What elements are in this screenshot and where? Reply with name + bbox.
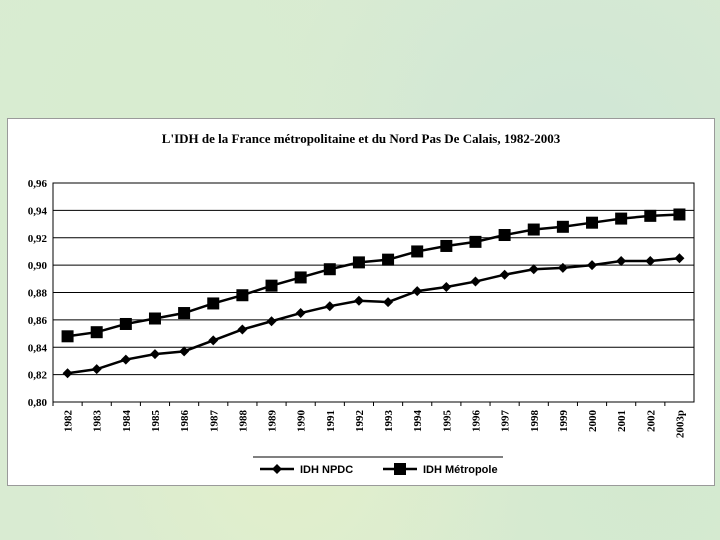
data-point [556, 220, 569, 233]
data-point [411, 245, 424, 258]
data-point [207, 297, 220, 310]
x-tick-label: 1997 [500, 410, 512, 433]
data-point [236, 289, 249, 302]
data-point [61, 330, 74, 343]
legend-marker [272, 464, 282, 474]
data-point [616, 256, 627, 267]
legend-marker [394, 463, 406, 475]
x-tick-label: 1998 [529, 410, 541, 433]
data-point [352, 256, 365, 269]
data-point [498, 229, 511, 242]
data-point [178, 307, 191, 320]
x-axis-ticks: 1982 1983 1984 1985 1986 1987 1988 1989 1990 1991… [52, 402, 686, 438]
data-point [90, 326, 103, 339]
data-point [62, 368, 73, 379]
data-point [148, 312, 161, 325]
data-point [237, 324, 248, 335]
y-axis-ticks: 0,80 0,82 0,84 0,86 0,88 0,90 0,92 0,94 0,96 [28, 178, 48, 409]
y-tick-label: 0,82 [28, 370, 48, 382]
data-point [294, 271, 307, 284]
chart-title: L'IDH de la France métropolitaine et du … [162, 131, 561, 146]
x-tick-label: 1999 [558, 410, 570, 433]
series-line [67, 257, 680, 375]
data-point [470, 276, 481, 287]
legend-label: IDH Métropole [423, 464, 498, 476]
series-idh-npdc [62, 253, 685, 379]
x-tick-label: 2001 [616, 410, 628, 432]
data-point [587, 260, 598, 271]
data-point [557, 262, 568, 273]
x-tick-label: 1984 [121, 410, 133, 433]
y-tick-label: 0,90 [28, 260, 48, 272]
grid-lines [52, 182, 695, 403]
data-point [382, 253, 395, 266]
data-point [499, 269, 510, 280]
data-point [91, 364, 102, 375]
data-point [440, 239, 453, 252]
data-point [469, 235, 482, 248]
data-point [615, 212, 628, 225]
legend-entry: IDH NPDC [260, 464, 353, 476]
data-point [265, 279, 278, 292]
data-point [119, 317, 132, 330]
y-tick-label: 0,86 [28, 315, 48, 327]
y-tick-label: 0,92 [28, 233, 48, 245]
legend-box [253, 457, 503, 479]
x-tick-label: 1992 [354, 410, 366, 433]
x-tick-label: 1991 [325, 410, 337, 432]
x-tick-label: 1985 [150, 410, 162, 433]
data-point [674, 253, 685, 264]
legend-label: IDH NPDC [300, 464, 353, 476]
data-point [441, 282, 452, 293]
y-tick-label: 0,94 [28, 205, 48, 217]
data-point [644, 209, 657, 222]
y-tick-label: 0,84 [28, 342, 48, 354]
y-tick-label: 0,96 [28, 178, 48, 190]
legend: IDH NPDC IDH Métropole [253, 456, 503, 479]
x-tick-label: 1983 [92, 410, 104, 433]
data-point [149, 349, 160, 360]
x-tick-label: 1987 [208, 410, 220, 433]
data-point [412, 286, 423, 297]
x-tick-label: 1990 [296, 410, 308, 433]
y-tick-label: 0,80 [28, 397, 48, 409]
x-tick-label: 1996 [470, 410, 482, 433]
plot-area [61, 208, 686, 379]
x-tick-label: 1994 [412, 410, 424, 433]
data-point [179, 346, 190, 357]
data-point [208, 335, 219, 346]
legend-entry: IDH Métropole [383, 463, 498, 476]
data-point [324, 301, 335, 312]
data-point [266, 316, 277, 327]
x-tick-label: 1982 [63, 410, 75, 433]
chart-panel: L'IDH de la France métropolitaine et du … [7, 118, 715, 486]
x-tick-label: 1993 [383, 410, 395, 433]
x-tick-label: 1989 [267, 410, 279, 433]
x-tick-label: 1986 [179, 410, 191, 433]
data-point [586, 216, 599, 229]
data-point [353, 295, 364, 306]
data-point [295, 308, 306, 319]
data-point [645, 256, 656, 267]
data-point [528, 264, 539, 275]
data-point [323, 263, 336, 276]
x-tick-label: 2002 [645, 410, 657, 433]
x-tick-label: 2000 [587, 410, 599, 433]
data-point [120, 354, 131, 365]
data-point [527, 223, 540, 236]
x-tick-label: 1995 [441, 410, 453, 433]
x-tick-label: 2003p [674, 410, 686, 438]
y-tick-label: 0,88 [28, 288, 48, 300]
series-idh-m-tropole [61, 208, 686, 343]
series-line [67, 213, 680, 338]
data-point [673, 208, 686, 221]
x-tick-label: 1988 [237, 410, 249, 433]
data-point [383, 297, 394, 308]
line-chart: L'IDH de la France métropolitaine et du … [28, 131, 695, 479]
